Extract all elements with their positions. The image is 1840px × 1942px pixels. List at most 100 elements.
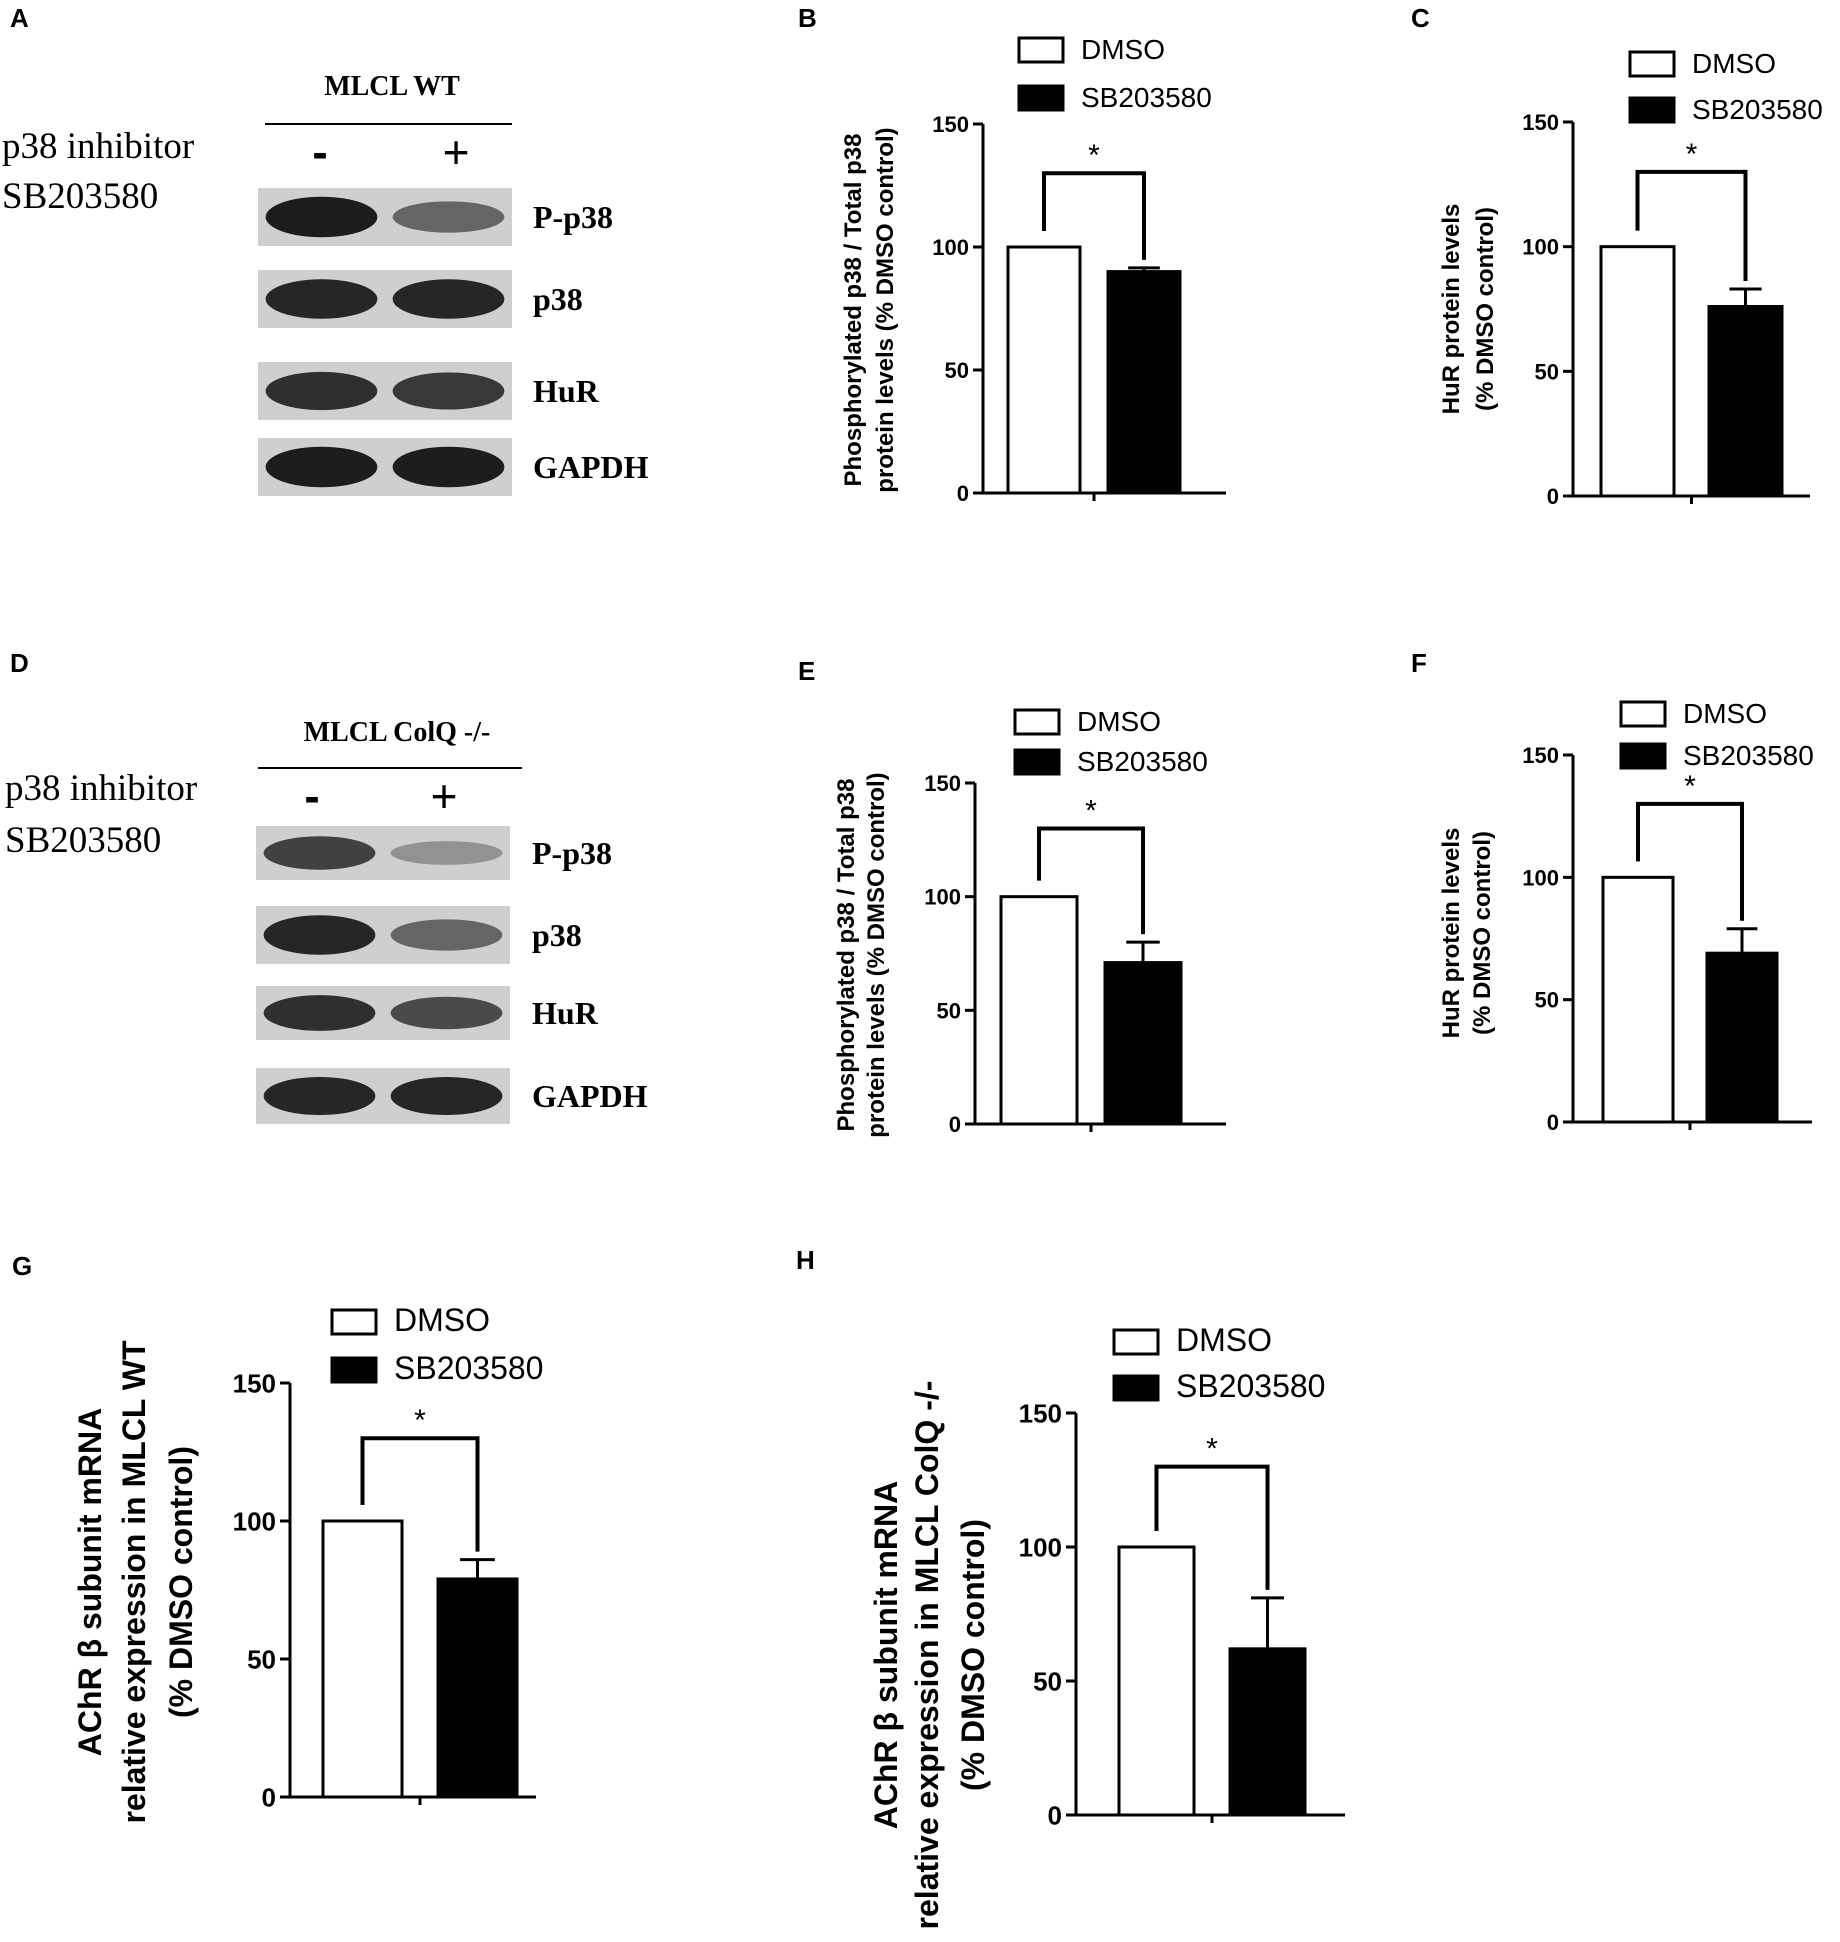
blot-strip-p38: p38 <box>258 270 583 328</box>
chart-panel-c: C DMSO SB203580 0 50 100 150 * HuR protein level… <box>1411 3 1823 509</box>
significance-marker: * <box>1686 138 1698 171</box>
legend: DMSO SB203580 <box>1013 706 1208 777</box>
legend-label: DMSO <box>1077 706 1161 737</box>
bar-dmso <box>1601 875 1675 1124</box>
significance-bracket <box>1037 826 1145 935</box>
bar-sb203580 <box>1228 1647 1307 1817</box>
panel-letter: H <box>796 1245 815 1275</box>
blot-band-label: GAPDH <box>533 449 649 485</box>
legend-swatch <box>1619 700 1667 728</box>
legend-label: SB203580 <box>1692 94 1823 125</box>
blot-band-label: HuR <box>533 373 600 409</box>
blot-band <box>392 446 505 488</box>
blot-band <box>390 1076 503 1116</box>
legend-label: SB203580 <box>394 1350 543 1386</box>
panel-letter: E <box>798 656 815 686</box>
y-axis-label: relative expression in MLCL WT <box>116 1340 152 1824</box>
bar-dmso <box>1599 245 1676 498</box>
legend-swatch <box>1112 1328 1160 1356</box>
panel-letter: F <box>1411 648 1427 678</box>
y-tick-label: 0 <box>1048 1800 1062 1830</box>
legend-label: DMSO <box>1081 34 1165 65</box>
legend-label: SB203580 <box>1176 1368 1325 1404</box>
bar-dmso <box>321 1519 404 1799</box>
inhibitor-name: SB203580 <box>5 820 161 861</box>
bar-sb203580 <box>436 1577 519 1799</box>
minus-sign: - <box>304 770 319 822</box>
legend-swatch <box>1112 1374 1160 1402</box>
y-axis-label: HuR protein levels <box>1438 828 1465 1039</box>
blot-band <box>390 841 503 865</box>
y-tick-label: 0 <box>957 481 969 506</box>
legend-label: DMSO <box>394 1302 490 1338</box>
blot-panel-a: A MLCL WT p38 inhibitor SB203580 - + P-p38 p38 H… <box>2 3 649 496</box>
legend-label: SB203580 <box>1077 746 1208 777</box>
plus-sign: + <box>443 126 470 178</box>
y-tick-label: 150 <box>932 112 969 137</box>
plus-sign: + <box>431 770 458 822</box>
blot-strip-hur: HuR <box>258 362 600 420</box>
blot-strip-p-p38: P-p38 <box>256 826 612 880</box>
blot-band <box>263 995 376 1031</box>
y-tick-label: 150 <box>1522 743 1559 768</box>
blot-band <box>390 996 503 1030</box>
blot-band <box>390 919 503 951</box>
blot-band <box>263 836 376 870</box>
bar-sb203580 <box>1705 951 1779 1124</box>
legend: DMSO SB203580 <box>330 1302 543 1386</box>
western-blot-panels: A MLCL WT p38 inhibitor SB203580 - + P-p38 p38 H… <box>2 3 649 1124</box>
legend: DMSO SB203580 <box>1619 698 1814 771</box>
bar-dmso <box>1117 1545 1196 1817</box>
blot-band-label: HuR <box>532 995 599 1031</box>
blot-strip-p38: p38 <box>256 906 582 964</box>
blot-strip-gapdh: GAPDH <box>258 438 649 496</box>
blot-band-label: p38 <box>533 281 583 317</box>
significance-bracket <box>360 1436 480 1552</box>
y-axis-label: (% DMSO control) <box>955 1519 991 1791</box>
blot-strip-hur: HuR <box>256 986 599 1040</box>
y-axis-label: AChR β subunit mRNA <box>72 1408 108 1756</box>
significance-marker: * <box>1684 770 1696 803</box>
y-tick-label: 50 <box>945 358 969 383</box>
chart-panel-f: F DMSO SB203580 0 50 100 150 * HuR protein level… <box>1411 648 1814 1135</box>
y-tick-label: 100 <box>1522 235 1559 260</box>
y-tick-label: 100 <box>233 1506 276 1536</box>
y-axis-label: Phosphorylated p38 / Total p38 <box>833 779 860 1132</box>
blot-band-label: p38 <box>532 917 582 953</box>
legend-label: DMSO <box>1692 48 1776 79</box>
panel-letter: B <box>798 3 817 33</box>
blot-band <box>265 371 378 411</box>
y-axis-label: HuR protein levels <box>1438 204 1465 415</box>
legend-swatch <box>1017 36 1065 64</box>
legend: DMSO SB203580 <box>1628 48 1823 125</box>
blot-band-label: GAPDH <box>532 1078 648 1114</box>
significance-bracket <box>1636 801 1744 921</box>
legend-swatch <box>1619 742 1667 770</box>
blot-band <box>392 201 505 233</box>
y-tick-label: 50 <box>1033 1666 1062 1696</box>
bar-dmso <box>1006 245 1082 495</box>
legend-label: SB203580 <box>1081 82 1212 113</box>
y-axis-label: relative expression in MLCL ColQ -/- <box>909 1381 945 1930</box>
y-tick-label: 50 <box>937 998 961 1023</box>
bar-dmso <box>999 895 1079 1126</box>
significance-bracket <box>1635 169 1748 282</box>
inhibitor-label: p38 inhibitor <box>2 126 194 167</box>
legend-swatch <box>1013 748 1061 776</box>
bar-sb203580 <box>1106 270 1182 495</box>
significance-marker: * <box>414 1404 426 1437</box>
inhibitor-name: SB203580 <box>2 176 158 217</box>
y-tick-label: 50 <box>1535 988 1559 1013</box>
bar-sb203580 <box>1707 305 1784 498</box>
legend: DMSO SB203580 <box>1017 34 1212 113</box>
panel-letter: A <box>10 3 29 33</box>
y-tick-label: 150 <box>1522 110 1559 135</box>
legend-label: DMSO <box>1176 1322 1272 1358</box>
blot-band <box>392 279 505 319</box>
significance-marker: * <box>1088 139 1100 172</box>
blot-cell-line-header: MLCL ColQ -/- <box>304 717 491 748</box>
legend-swatch <box>330 1308 378 1336</box>
blot-band <box>263 915 376 955</box>
blot-strip-p-p38: P-p38 <box>258 188 613 246</box>
